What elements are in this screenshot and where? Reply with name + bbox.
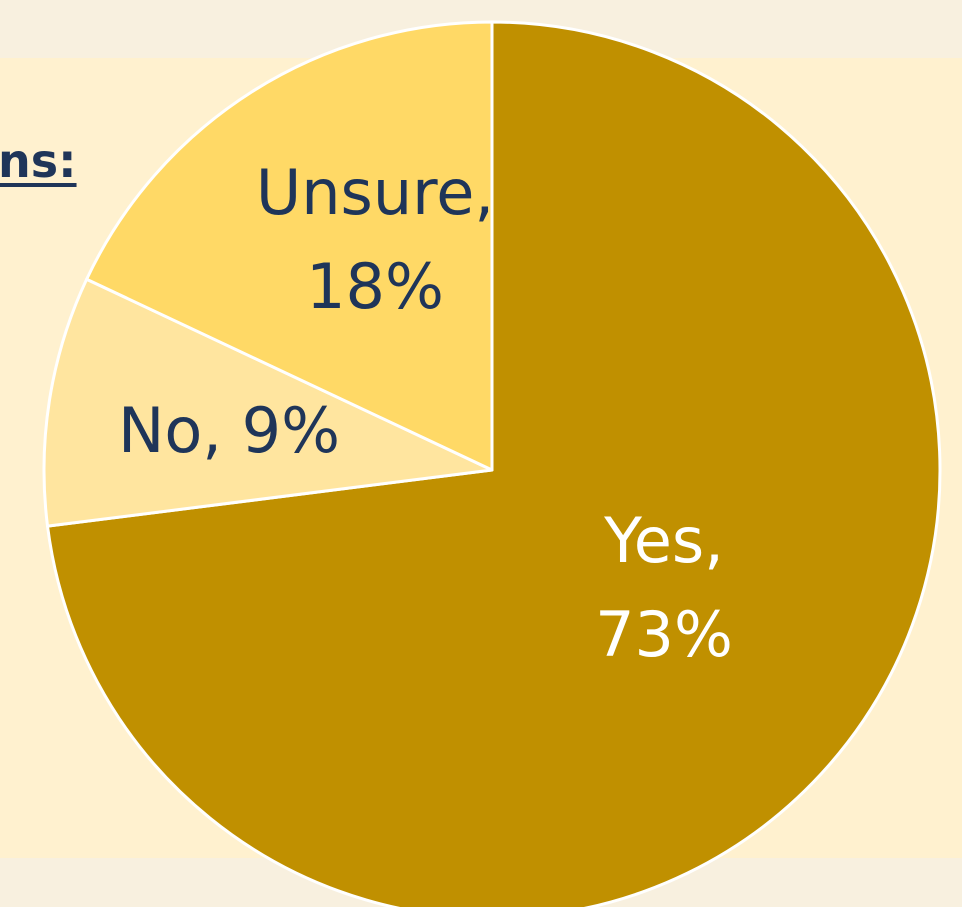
slice-label-line: Unsure,	[256, 156, 494, 229]
slice-label-line: No, 9%	[118, 394, 340, 467]
slice-label-unsure: Unsure, 18%	[256, 156, 494, 323]
slice-label-no: No, 9%	[118, 394, 340, 467]
slice-label-line: 18%	[306, 250, 444, 323]
pie-slice-unsure	[85, 20, 494, 472]
slice-label-yes: Yes, 73%	[595, 504, 733, 671]
pie-slice-yes	[46, 20, 942, 907]
slice-label-line: Yes,	[603, 504, 724, 577]
page-title: ns:	[0, 134, 77, 188]
slice-label-line: 73%	[595, 598, 733, 671]
pie-slice-no	[42, 277, 494, 528]
